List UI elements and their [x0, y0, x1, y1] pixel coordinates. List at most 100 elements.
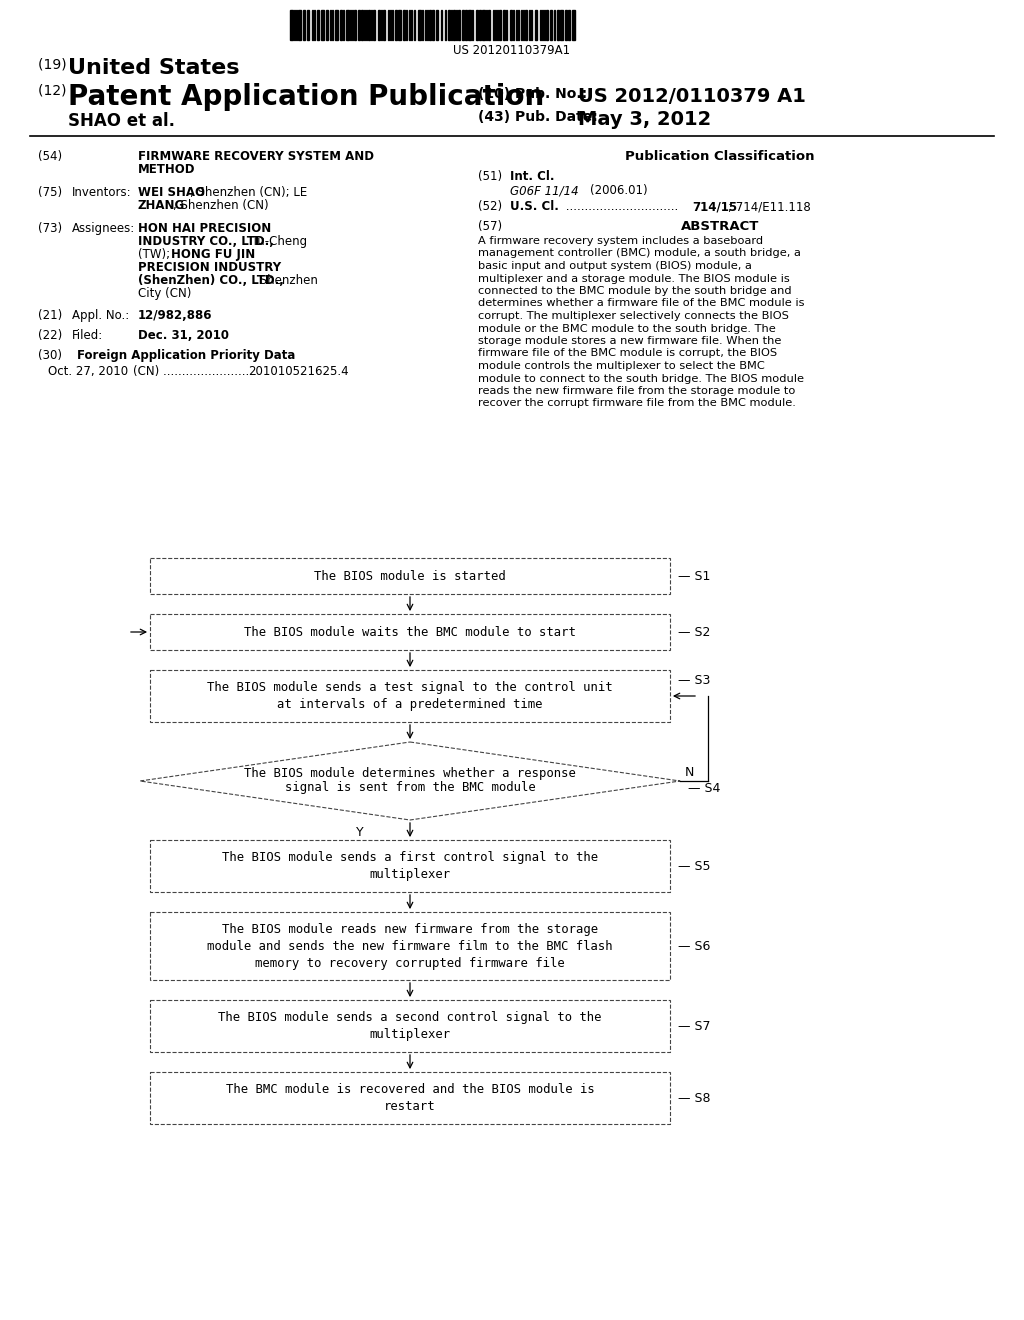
Text: Appl. No.:: Appl. No.: — [72, 309, 129, 322]
Text: (12): (12) — [38, 83, 71, 96]
Bar — [361, 11, 362, 40]
Bar — [418, 11, 421, 40]
Text: (2006.01): (2006.01) — [590, 183, 647, 197]
Text: 201010521625.4: 201010521625.4 — [248, 366, 348, 378]
Text: HON HAI PRECISION: HON HAI PRECISION — [138, 222, 271, 235]
Text: Shenzhen: Shenzhen — [256, 275, 317, 286]
Bar — [525, 11, 527, 40]
Bar — [510, 11, 512, 40]
Bar — [560, 11, 563, 40]
Bar — [358, 11, 360, 40]
Text: ..............................: .............................. — [562, 201, 678, 213]
Text: Inventors:: Inventors: — [72, 186, 132, 199]
Text: — S5: — S5 — [678, 859, 711, 873]
Bar — [465, 11, 467, 40]
Text: (73): (73) — [38, 222, 62, 235]
Bar — [432, 11, 434, 40]
Text: INDUSTRY CO., LTD.,: INDUSTRY CO., LTD., — [138, 235, 273, 248]
Text: May 3, 2012: May 3, 2012 — [578, 110, 712, 129]
Text: recover the corrupt firmware file from the BMC module.: recover the corrupt firmware file from t… — [478, 399, 796, 408]
Text: The BIOS module sends a test signal to the control unit: The BIOS module sends a test signal to t… — [207, 681, 612, 694]
Text: — S1: — S1 — [678, 569, 711, 582]
Text: (21): (21) — [38, 309, 62, 322]
Text: module controls the multiplexer to select the BMC: module controls the multiplexer to selec… — [478, 360, 765, 371]
Bar — [307, 11, 309, 40]
Bar — [453, 11, 455, 40]
Text: (TW);: (TW); — [138, 248, 174, 261]
Bar — [321, 11, 324, 40]
Text: , Shenzhen (CN): , Shenzhen (CN) — [173, 199, 268, 213]
Bar — [398, 11, 401, 40]
Bar — [429, 11, 431, 40]
Text: reads the new firmware file from the storage module to: reads the new firmware file from the sto… — [478, 385, 796, 396]
Text: (75): (75) — [38, 186, 62, 199]
Text: N: N — [685, 767, 694, 780]
Bar — [368, 11, 370, 40]
Text: multiplexer: multiplexer — [370, 1028, 451, 1041]
Text: signal is sent from the BMC module: signal is sent from the BMC module — [285, 781, 536, 795]
Text: restart: restart — [384, 1100, 436, 1113]
Text: — S8: — S8 — [678, 1092, 711, 1105]
Bar — [340, 11, 342, 40]
Text: — S7: — S7 — [678, 1019, 711, 1032]
Bar — [482, 11, 485, 40]
Text: — S2: — S2 — [678, 626, 711, 639]
Text: (19): (19) — [38, 58, 71, 73]
Bar — [488, 11, 490, 40]
Text: (57): (57) — [478, 220, 502, 234]
Bar — [479, 11, 481, 40]
Text: memory to recovery corrupted firmware file: memory to recovery corrupted firmware fi… — [255, 957, 565, 969]
Text: module to connect to the south bridge. The BIOS module: module to connect to the south bridge. T… — [478, 374, 804, 384]
Text: ABSTRACT: ABSTRACT — [681, 220, 759, 234]
Bar — [326, 11, 328, 40]
Text: The BIOS module sends a second control signal to the: The BIOS module sends a second control s… — [218, 1011, 602, 1024]
Bar — [150, 558, 670, 594]
Bar — [550, 11, 552, 40]
Text: The BIOS module is started: The BIOS module is started — [314, 569, 506, 582]
Text: HONG FU JIN: HONG FU JIN — [171, 248, 255, 261]
Text: 12/982,886: 12/982,886 — [138, 309, 213, 322]
Bar — [403, 11, 406, 40]
Text: The BIOS module waits the BMC module to start: The BIOS module waits the BMC module to … — [244, 626, 575, 639]
Text: storage module stores a new firmware file. When the: storage module stores a new firmware fil… — [478, 337, 781, 346]
Text: US 20120110379A1: US 20120110379A1 — [454, 44, 570, 57]
Bar — [568, 11, 570, 40]
Text: Y: Y — [356, 826, 364, 840]
Text: PRECISION INDUSTRY: PRECISION INDUSTRY — [138, 261, 282, 275]
Bar — [378, 11, 380, 40]
Text: The BMC module is recovered and the BIOS module is: The BMC module is recovered and the BIOS… — [225, 1082, 594, 1096]
Bar — [476, 11, 478, 40]
Text: Dec. 31, 2010: Dec. 31, 2010 — [138, 329, 229, 342]
Text: determines whether a firmware file of the BMC module is: determines whether a firmware file of th… — [478, 298, 805, 309]
Text: module or the BMC module to the south bridge. The: module or the BMC module to the south br… — [478, 323, 776, 334]
Bar — [150, 1072, 670, 1125]
Bar — [354, 11, 356, 40]
Text: Assignees:: Assignees: — [72, 222, 135, 235]
Text: (51): (51) — [478, 170, 502, 183]
Text: WEI SHAO: WEI SHAO — [138, 186, 205, 199]
Text: A firmware recovery system includes a baseboard: A firmware recovery system includes a ba… — [478, 236, 763, 246]
Bar — [572, 11, 575, 40]
Text: FIRMWARE RECOVERY SYSTEM AND: FIRMWARE RECOVERY SYSTEM AND — [138, 150, 374, 162]
Text: METHOD: METHOD — [138, 162, 196, 176]
Text: basic input and output system (BIOS) module, a: basic input and output system (BIOS) mod… — [478, 261, 752, 271]
Text: multiplexer and a storage module. The BIOS module is: multiplexer and a storage module. The BI… — [478, 273, 790, 284]
Bar — [346, 11, 349, 40]
Text: The BIOS module determines whether a response: The BIOS module determines whether a res… — [244, 767, 575, 780]
Bar — [468, 11, 471, 40]
Text: — S3: — S3 — [678, 673, 711, 686]
Text: ZHANG: ZHANG — [138, 199, 185, 213]
Bar — [449, 11, 450, 40]
Bar — [535, 11, 537, 40]
Text: Int. Cl.: Int. Cl. — [510, 170, 555, 183]
Bar — [150, 671, 670, 722]
Text: The BIOS module sends a first control signal to the: The BIOS module sends a first control si… — [222, 851, 598, 863]
Bar — [565, 11, 567, 40]
Text: (ShenZhen) CO., LTD.,: (ShenZhen) CO., LTD., — [138, 275, 284, 286]
Bar — [150, 614, 670, 649]
Text: Foreign Application Priority Data: Foreign Application Priority Data — [77, 348, 295, 362]
Text: Tu-Cheng: Tu-Cheng — [248, 235, 307, 248]
Text: connected to the BMC module by the south bridge and: connected to the BMC module by the south… — [478, 286, 792, 296]
Bar — [546, 11, 548, 40]
Text: (10) Pub. No.:: (10) Pub. No.: — [478, 87, 587, 102]
